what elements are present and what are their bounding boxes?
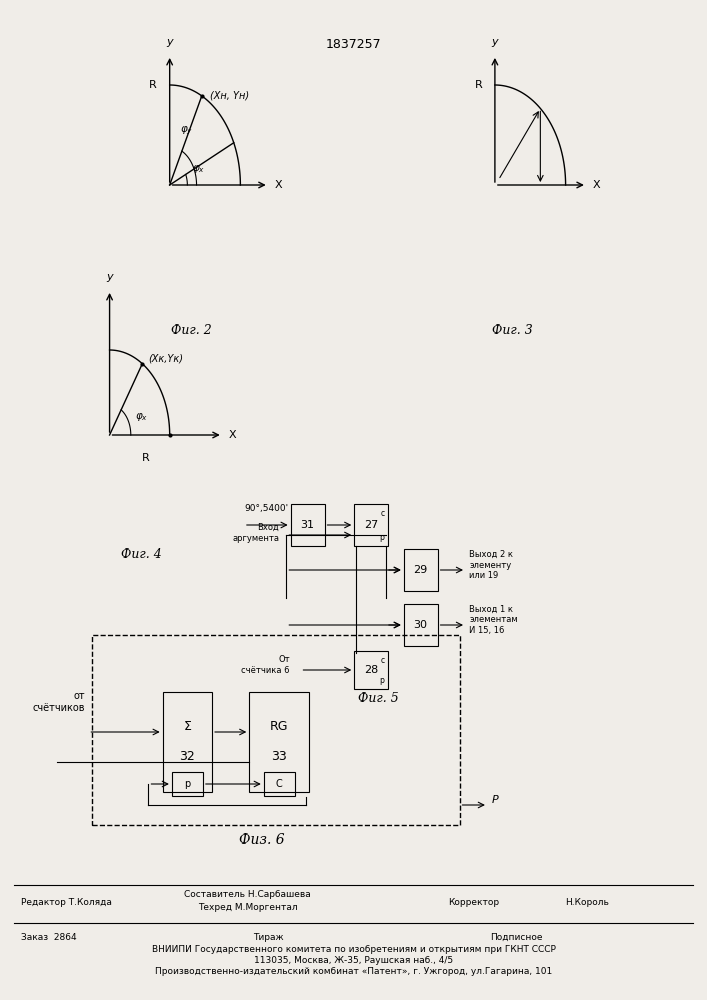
Text: Подписное: Подписное [490,933,542,942]
Text: X: X [274,180,282,190]
Text: Физ. 6: Физ. 6 [239,833,284,847]
Text: 1837257: 1837257 [326,38,381,51]
Text: 27: 27 [364,520,378,530]
Text: Фиг. 5: Фиг. 5 [358,692,399,704]
Text: Выход 2 к
элементу
или 19: Выход 2 к элементу или 19 [469,550,513,580]
Text: $\varphi_y$: $\varphi_y$ [180,125,194,137]
Text: Н.Король: Н.Король [565,898,609,907]
Text: Производственно-издательский комбинат «Патент», г. Ужгород, ул.Гагарина, 101: Производственно-издательский комбинат «П… [155,967,552,976]
Text: C: C [276,779,283,789]
Text: от
счётчиков: от счётчиков [33,691,85,713]
Text: ВНИИПИ Государственного комитета по изобретениям и открытиям при ГКНТ СССР: ВНИИПИ Государственного комитета по изоб… [151,945,556,954]
Text: Выход 1 к
элементам
И 15, 16: Выход 1 к элементам И 15, 16 [469,605,518,635]
Text: R: R [142,453,149,463]
Text: $\varphi_x$: $\varphi_x$ [135,411,148,423]
Text: P: P [491,795,498,805]
Text: 29: 29 [414,565,428,575]
Text: Техред М.Моргентал: Техред М.Моргентал [198,903,297,912]
Text: X: X [592,180,600,190]
Text: X: X [228,430,236,440]
Text: Составитель Н.Сарбашева: Составитель Н.Сарбашева [184,890,311,899]
Text: RG

33: RG 33 [270,720,288,764]
Text: (Xк,Yк): (Xк,Yк) [148,354,183,364]
Text: (Xн, Yн): (Xн, Yн) [210,91,250,101]
Text: Σ

32: Σ 32 [180,720,195,764]
Text: c: c [380,509,385,518]
Text: p: p [185,779,190,789]
Text: Корректор: Корректор [448,898,499,907]
Text: Тираж: Тираж [253,933,284,942]
Text: 28: 28 [364,665,378,675]
Text: Фиг. 4: Фиг. 4 [121,548,162,562]
Text: Фиг. 2: Фиг. 2 [170,324,211,337]
Text: 30: 30 [414,620,428,630]
Text: $\varphi_x$: $\varphi_x$ [192,163,206,175]
Text: y: y [106,272,113,282]
Text: 31: 31 [300,520,315,530]
Text: p: p [380,533,385,542]
Text: 113035, Москва, Ж-35, Раушская наб., 4/5: 113035, Москва, Ж-35, Раушская наб., 4/5 [254,956,453,965]
Text: Редактор Т.Коляда: Редактор Т.Коляда [21,898,112,907]
Text: Заказ  2864: Заказ 2864 [21,933,77,942]
Text: y: y [166,37,173,47]
Text: y: y [491,37,498,47]
Text: R: R [474,80,482,90]
Text: R: R [149,80,157,90]
Text: c: c [380,656,385,665]
Text: p: p [380,676,385,685]
Text: 90°,5400': 90°,5400' [244,504,288,513]
Text: От
счётчика 6: От счётчика 6 [241,655,290,675]
Text: Вход
аргумента: Вход аргумента [233,523,279,543]
Text: Фиг. 3: Фиг. 3 [492,324,533,337]
